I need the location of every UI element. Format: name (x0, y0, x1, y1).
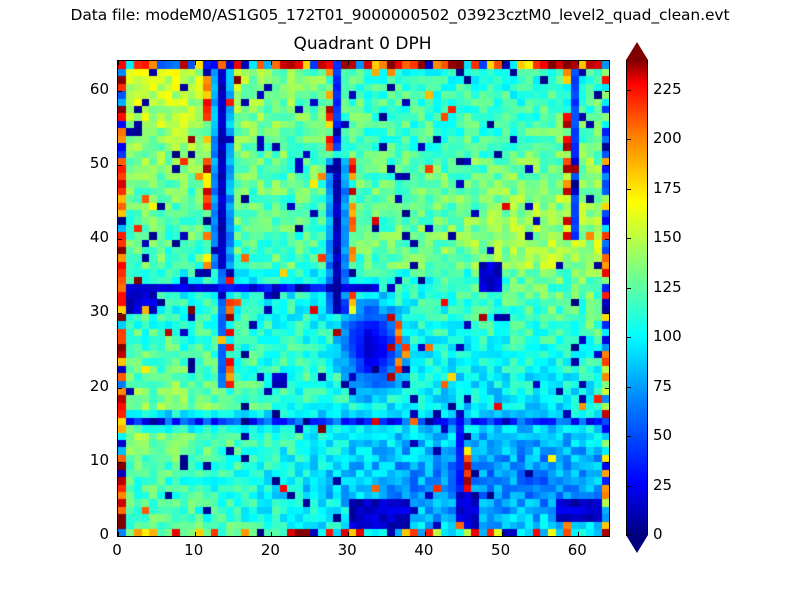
y-axis-tick-right (605, 90, 609, 92)
colorbar-tick (626, 238, 631, 240)
y-axis-tick-label: 60 (89, 79, 109, 98)
x-axis-tick (271, 532, 273, 536)
colorbar-tick (626, 139, 631, 141)
colorbar-tick-label: 150 (653, 228, 682, 247)
colorbar-tick (626, 535, 631, 536)
colorbar-tick-label: 75 (653, 376, 673, 395)
x-axis-tick-top (501, 61, 503, 65)
heatmap-axes[interactable] (117, 60, 610, 537)
x-axis-tick-label: 50 (491, 541, 511, 559)
colorbar-tick-label: 125 (653, 277, 682, 296)
x-axis-tick-label: 40 (414, 541, 434, 559)
colorbar-tick-label: 225 (653, 79, 682, 98)
x-axis-tick-top (424, 61, 426, 65)
y-axis-tick-label: 20 (89, 376, 109, 395)
y-axis-tick-right (605, 313, 609, 315)
x-axis-tick-top (271, 61, 273, 65)
colorbar-tick (626, 188, 631, 190)
y-axis-tick (118, 164, 122, 166)
x-axis-tick-label: 20 (260, 541, 280, 559)
y-axis-tick-right (605, 461, 609, 463)
x-axis-tick (194, 532, 196, 536)
colorbar-tick (626, 337, 631, 339)
y-axis-tick-right (605, 536, 609, 537)
colorbar-tick (626, 287, 631, 289)
colorbar-extend-top-arrow-icon (626, 42, 648, 60)
y-axis-tick (118, 239, 122, 241)
x-axis-tick (578, 532, 580, 536)
y-axis-tick-label: 50 (89, 153, 109, 172)
colorbar-tick-label: 0 (653, 525, 663, 543)
x-axis-tick-label: 30 (337, 541, 357, 559)
y-axis-tick (118, 313, 122, 315)
y-axis-tick (118, 387, 122, 389)
y-axis-tick-right (605, 387, 609, 389)
x-axis-tick (348, 532, 350, 536)
colorbar-tick-label: 175 (653, 178, 682, 197)
colorbar-tick-label: 100 (653, 327, 682, 346)
page-title: Quadrant 0 DPH (293, 34, 432, 54)
colorbar-extend-bottom-arrow-icon (626, 535, 648, 553)
x-axis-tick (118, 532, 119, 536)
colorbar-tick (626, 386, 631, 388)
detector-plane-heatmap[interactable] (118, 61, 609, 536)
x-axis-tick-top (194, 61, 196, 65)
x-axis-tick (501, 532, 503, 536)
x-axis-tick-top (348, 61, 350, 65)
data-file-suptitle: Data file: modeM0/AS1G05_172T01_90000005… (70, 6, 730, 24)
x-axis-tick (424, 532, 426, 536)
x-axis-tick-label: 10 (184, 541, 204, 559)
y-axis-tick (118, 461, 122, 463)
colorbar-tick-label: 200 (653, 129, 682, 148)
x-axis-tick-top (578, 61, 580, 65)
colorbar-tick-label: 25 (653, 475, 673, 494)
colorbar-tick-label: 50 (653, 426, 673, 445)
colorbar-tick (626, 436, 631, 438)
colorbar-gradient (626, 60, 648, 535)
y-axis-tick-label: 10 (89, 450, 109, 469)
colorbar-tick (626, 89, 631, 91)
y-axis-tick-right (605, 164, 609, 166)
colorbar-tick (626, 485, 631, 487)
y-axis-tick (118, 536, 122, 537)
x-axis-tick-label: 0 (112, 541, 122, 559)
y-axis-tick-label: 30 (89, 302, 109, 321)
x-axis-tick-top (118, 61, 119, 65)
y-axis-tick-right (605, 239, 609, 241)
x-axis-tick-label: 60 (567, 541, 587, 559)
y-axis-tick-label: 0 (99, 525, 109, 543)
y-axis-tick-label: 40 (89, 228, 109, 247)
y-axis-tick (118, 90, 122, 92)
colorbar[interactable]: 0 25 50 75 100 125 150 175 200 225 (626, 42, 682, 553)
